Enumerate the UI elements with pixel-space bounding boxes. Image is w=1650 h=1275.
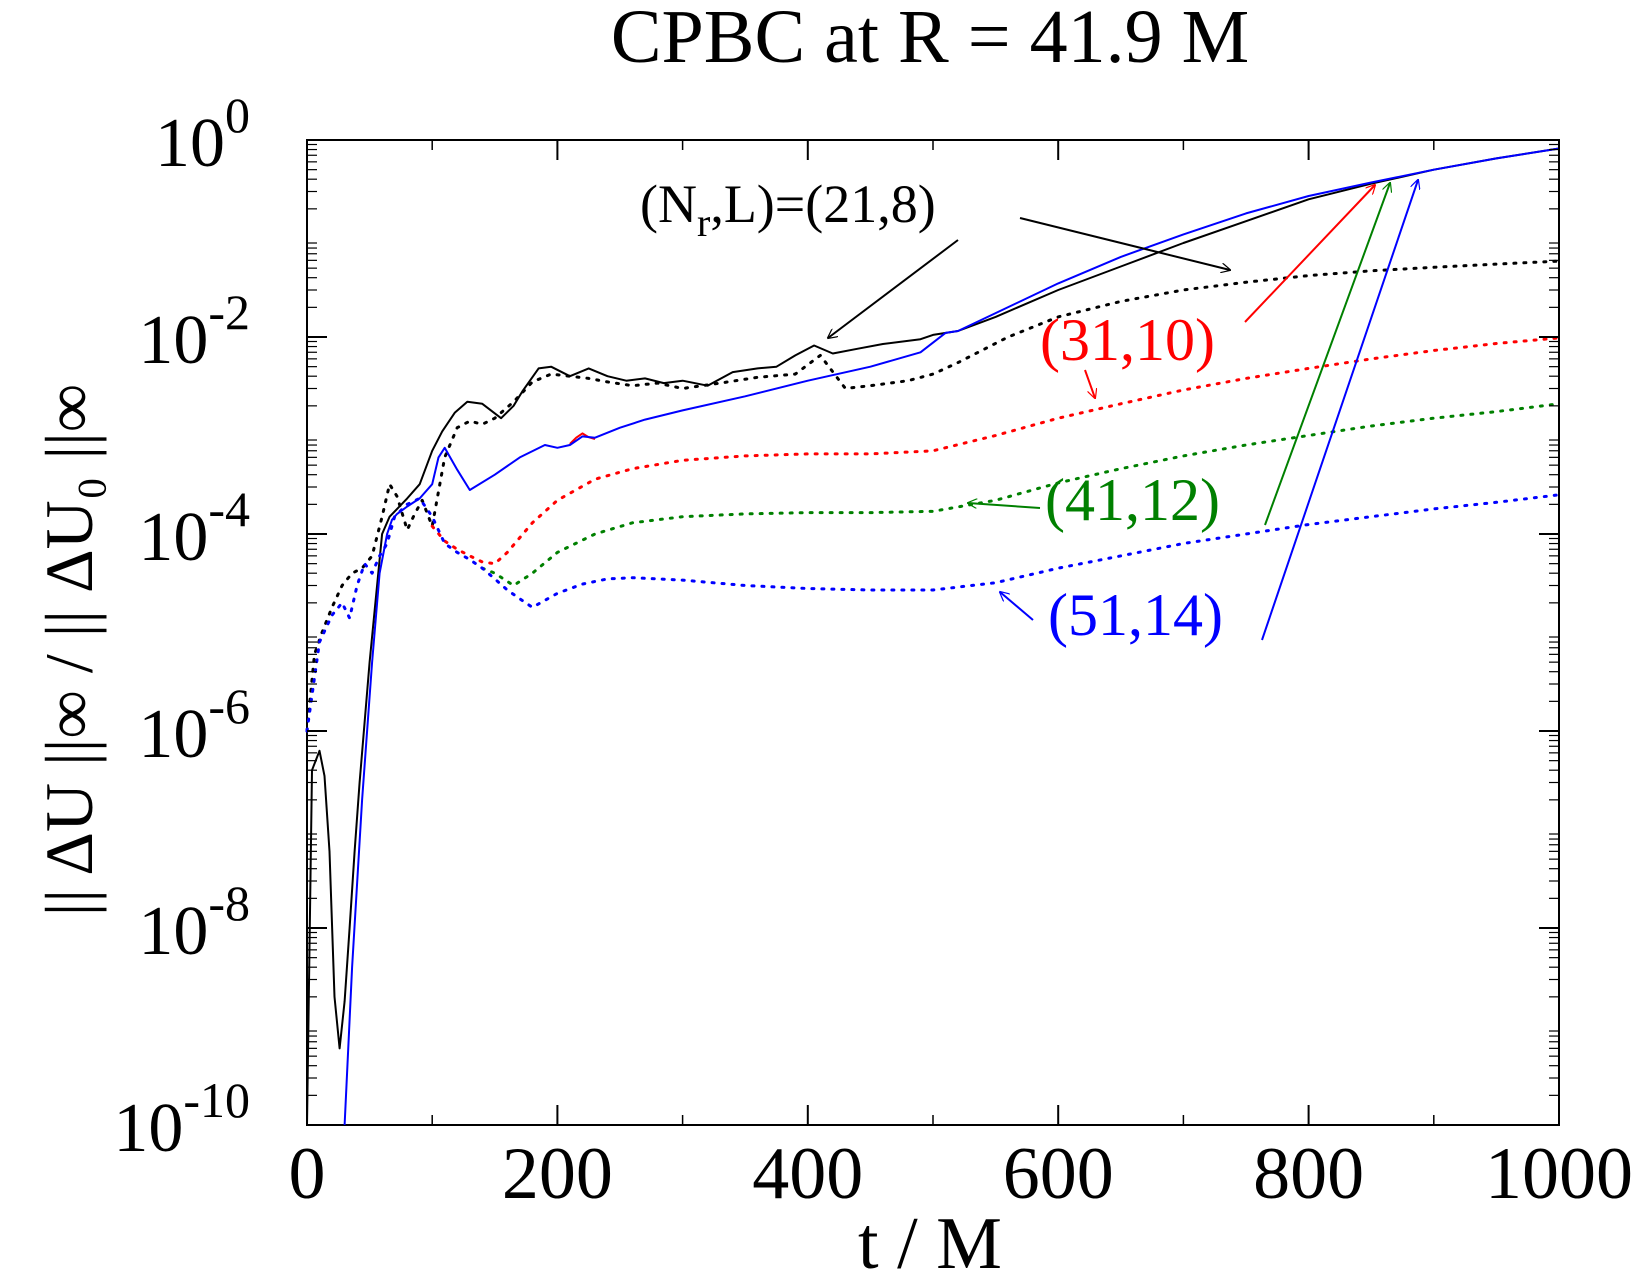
y-tick-label-5: 10-10 (113, 1072, 250, 1167)
y-tick-label-2: 10-4 (138, 481, 250, 576)
annotation-label-21-8-part-a: (N (640, 174, 697, 234)
arrow-51-14-solid (1261, 180, 1418, 641)
y-tick-label-3: 10-6 (138, 678, 250, 773)
series-line-1-dotted (305, 259, 1561, 733)
annotation-arrows (828, 180, 1418, 641)
chart-title: CPBC at R = 41.9 M (611, 0, 1249, 79)
y-tick-label-4: 10-8 (138, 875, 250, 970)
annotation-label-41-12: (41,12) (1045, 467, 1220, 533)
arrow-41-12-solid (1264, 183, 1390, 526)
y-axis-label: || ΔU ||∞ / || ΔU₀ ||∞ (31, 384, 107, 916)
arrow-31-10-solid (1244, 185, 1375, 323)
arrow-21-8-solid (828, 239, 959, 338)
series-line-0-solid (306, 147, 1560, 1126)
arrow-41-12-dotted (968, 503, 1041, 509)
x-tick-label-5: 1000 (1485, 1133, 1633, 1215)
x-axis-label: t / M (858, 1203, 1002, 1275)
x-tick-label-0: 0 (289, 1133, 326, 1215)
arrow-31-10-dotted (1084, 369, 1095, 398)
annotation-label-21-8: (Nr,L)=(21,8) (640, 174, 936, 245)
plot-frame (306, 139, 1560, 1126)
y-axis: 100 10-2 10-4 10-6 10-8 10-10 (113, 87, 1559, 1167)
annotation-label-31-10: (31,10) (1040, 307, 1215, 373)
x-axis: 0 200 400 600 800 1000 (289, 140, 1633, 1215)
x-tick-label-2: 400 (752, 1133, 863, 1215)
series-line-4-dotted (480, 402, 1561, 587)
series-line-6-solid (343, 147, 1560, 1126)
y-tick-label-1: 10-2 (138, 284, 250, 379)
x-tick-label-1: 200 (502, 1133, 613, 1215)
annotation-label-21-8-subscript: r (697, 200, 710, 245)
series-line-3-dotted (430, 336, 1561, 566)
annotation-label-21-8-part-c: ,L)=(21,8) (710, 174, 935, 234)
arrow-21-8-dotted (1019, 217, 1230, 270)
y-tick-label-0: 100 (155, 87, 250, 182)
x-tick-label-4: 800 (1253, 1133, 1364, 1215)
annotation-label-51-14: (51,14) (1048, 582, 1223, 648)
x-tick-label-3: 600 (1003, 1133, 1114, 1215)
arrow-51-14-dotted (1000, 592, 1034, 621)
plot-area (305, 139, 1561, 1126)
series-line-5-dotted (305, 493, 1561, 733)
annotations: (Nr,L)=(21,8) (31,10) (41,12) (51,14) (640, 174, 1223, 648)
series-layer (305, 147, 1561, 1126)
